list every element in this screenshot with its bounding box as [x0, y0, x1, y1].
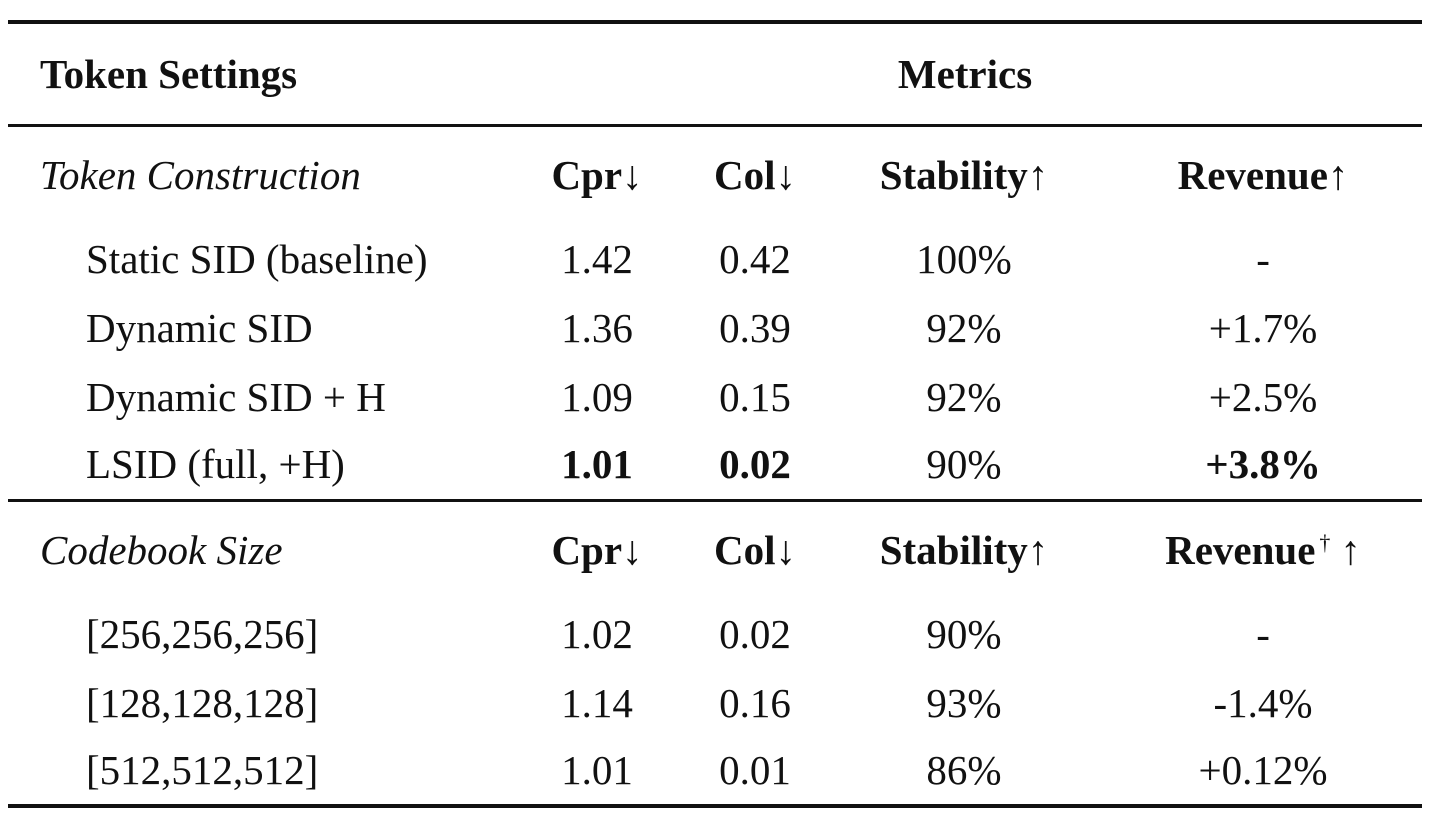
column-header-col: Col↓	[714, 527, 796, 574]
revenue-label: Revenue	[1165, 527, 1316, 574]
row-label: [512,512,512]	[86, 746, 319, 793]
results-table: Token Settings Metrics Token Constructio…	[8, 20, 1423, 808]
cell-cpr: 1.02	[561, 610, 633, 657]
cell-stability: 86%	[926, 746, 1002, 793]
table-row: [256,256,256] 1.02 0.02 90% -	[8, 599, 1422, 668]
cell-col: 0.42	[719, 235, 791, 282]
column-header-cpr: Cpr↓	[551, 527, 643, 574]
column-header-stability: Stability↑	[879, 152, 1049, 199]
cell-col: 0.02	[719, 440, 791, 487]
cell-revenue: +3.8%	[1205, 440, 1321, 487]
column-header-col: Col↓	[714, 152, 796, 199]
metrics-header: Metrics	[897, 50, 1033, 97]
cell-revenue: +0.12%	[1198, 746, 1328, 793]
row-label: Static SID (baseline)	[86, 235, 428, 282]
cell-col: 0.01	[719, 746, 791, 793]
cell-cpr: 1.01	[561, 440, 633, 487]
cell-cpr: 1.36	[561, 304, 633, 351]
up-arrow-icon: ↑	[1340, 527, 1361, 574]
column-header-stability: Stability↑	[879, 527, 1049, 574]
group-label: Token Construction	[40, 152, 361, 199]
cell-stability: 93%	[926, 679, 1002, 726]
cell-stability: 100%	[916, 235, 1012, 282]
row-label: LSID (full, +H)	[86, 440, 345, 487]
cell-stability: 90%	[926, 440, 1002, 487]
cell-cpr: 1.09	[561, 373, 633, 420]
table-row: Static SID (baseline) 1.42 0.42 100% -	[8, 224, 1422, 293]
cell-revenue: -	[1256, 235, 1270, 282]
cell-revenue: -	[1256, 610, 1270, 657]
group-header-row-token-construction: Token Construction Cpr↓ Col↓ Stability↑ …	[8, 125, 1423, 224]
cell-cpr: 1.42	[561, 235, 633, 282]
column-header-revenue: Revenue↑	[1177, 152, 1349, 199]
token-settings-header: Token Settings	[40, 50, 298, 97]
table-row: LSID (full, +H) 1.01 0.02 90% +3.8%	[8, 431, 1422, 500]
table-header-row: Token Settings Metrics	[8, 22, 1423, 125]
cell-stability: 92%	[926, 373, 1002, 420]
table-row: [512,512,512] 1.01 0.01 86% +0.12%	[8, 737, 1423, 806]
cell-stability: 92%	[926, 304, 1002, 351]
row-label: Dynamic SID	[86, 304, 313, 351]
cell-cpr: 1.14	[561, 679, 633, 726]
cell-col: 0.16	[719, 679, 791, 726]
table-row: Dynamic SID + H 1.09 0.15 92% +2.5%	[8, 362, 1422, 431]
cell-col: 0.02	[719, 610, 791, 657]
cell-revenue: +2.5%	[1208, 373, 1318, 420]
column-header-revenue: Revenue † ↑	[1104, 500, 1422, 599]
cell-cpr: 1.01	[561, 746, 633, 793]
row-label: [128,128,128]	[86, 679, 319, 726]
group-header-row-codebook-size: Codebook Size Cpr↓ Col↓ Stability↑ Reven…	[8, 500, 1423, 599]
cell-col: 0.15	[719, 373, 791, 420]
cell-revenue: -1.4%	[1213, 679, 1313, 726]
table-row: [128,128,128] 1.14 0.16 93% -1.4%	[8, 668, 1422, 737]
row-label: Dynamic SID + H	[86, 373, 386, 420]
cell-revenue: +1.7%	[1208, 304, 1318, 351]
dagger-footnote-mark: †	[1319, 530, 1331, 556]
table-row: Dynamic SID 1.36 0.39 92% +1.7%	[8, 293, 1422, 362]
column-header-cpr: Cpr↓	[551, 152, 643, 199]
row-label: [256,256,256]	[86, 610, 319, 657]
cell-stability: 90%	[926, 610, 1002, 657]
cell-col: 0.39	[719, 304, 791, 351]
group-label: Codebook Size	[40, 527, 283, 574]
